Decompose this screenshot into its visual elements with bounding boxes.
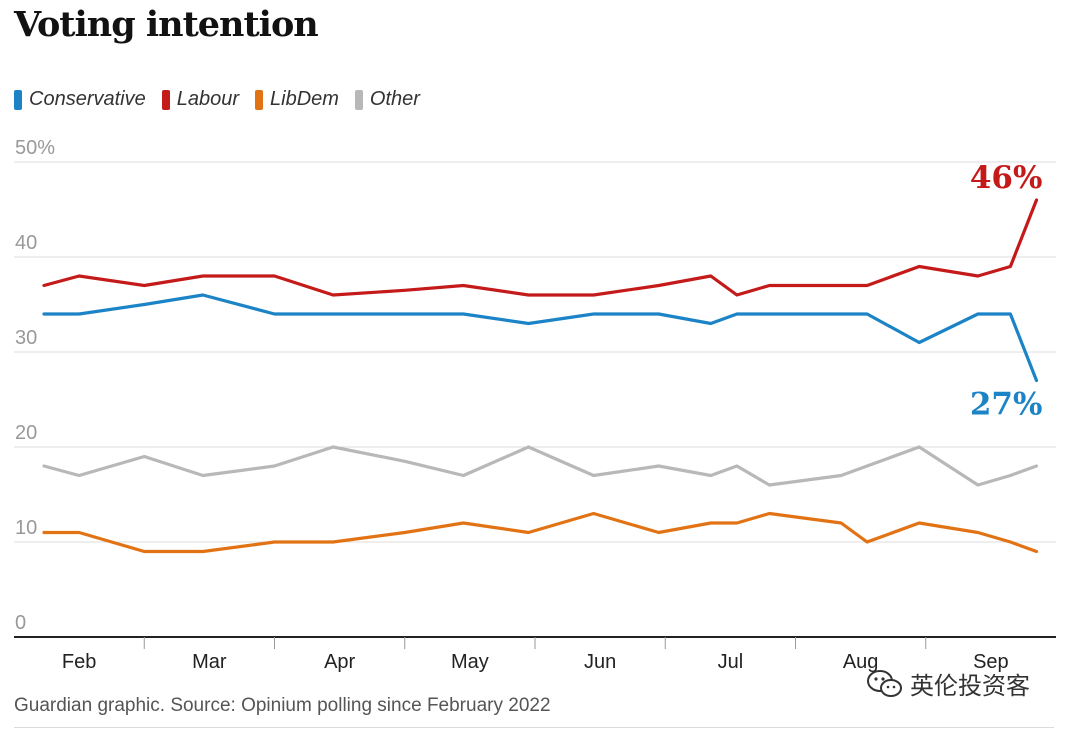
watermark: 英伦投资客 [866, 666, 1030, 701]
footer-divider [14, 727, 1054, 728]
x-tick-label: Feb [62, 651, 96, 673]
legend-label: LibDem [270, 88, 339, 110]
legend-item-libdem: LibDem [255, 88, 339, 111]
x-tick-label: May [451, 651, 489, 673]
legend-item-other: Other [354, 88, 420, 111]
end-label-conservative: 27% [970, 387, 1043, 423]
legend-label: Other [369, 88, 420, 110]
x-tick-label: Apr [324, 651, 355, 673]
legend-label: Conservative [29, 88, 146, 110]
y-tick-label: 0 [15, 612, 26, 634]
x-tick-label: Aug [843, 651, 879, 673]
y-tick-label: 30 [15, 327, 37, 349]
chart-title: Voting intention [14, 4, 319, 45]
watermark-label: 英伦投资客 [910, 672, 1030, 700]
legend-swatch [354, 89, 363, 110]
series-line-libdem [42, 511, 1039, 554]
y-tick-label: 10 [15, 517, 37, 539]
series-line-labour [42, 198, 1039, 297]
x-tick-label: Sep [973, 651, 1009, 673]
legend-item-conservative: Conservative [14, 88, 146, 111]
legend-swatch [161, 89, 170, 110]
y-tick-label: 50% [15, 137, 55, 159]
source-note: Guardian graphic. Source: Opinium pollin… [14, 695, 551, 716]
series-line-other [42, 445, 1039, 487]
series-line-conservative [42, 293, 1039, 383]
x-tick-label: Jul [718, 651, 744, 673]
legend-swatch [255, 89, 263, 110]
y-tick-label: 40 [15, 232, 37, 254]
legend: Conservative Labour LibDem Other [14, 88, 420, 111]
x-tick-label: Jun [584, 651, 616, 673]
legend-swatch [14, 89, 22, 110]
legend-label: Labour [176, 88, 239, 110]
legend-item-labour: Labour [161, 88, 239, 111]
wechat-icon [867, 669, 902, 697]
y-tick-label: 20 [15, 422, 37, 444]
end-label-labour: 46% [970, 160, 1043, 196]
x-tick-label: Mar [192, 651, 227, 673]
